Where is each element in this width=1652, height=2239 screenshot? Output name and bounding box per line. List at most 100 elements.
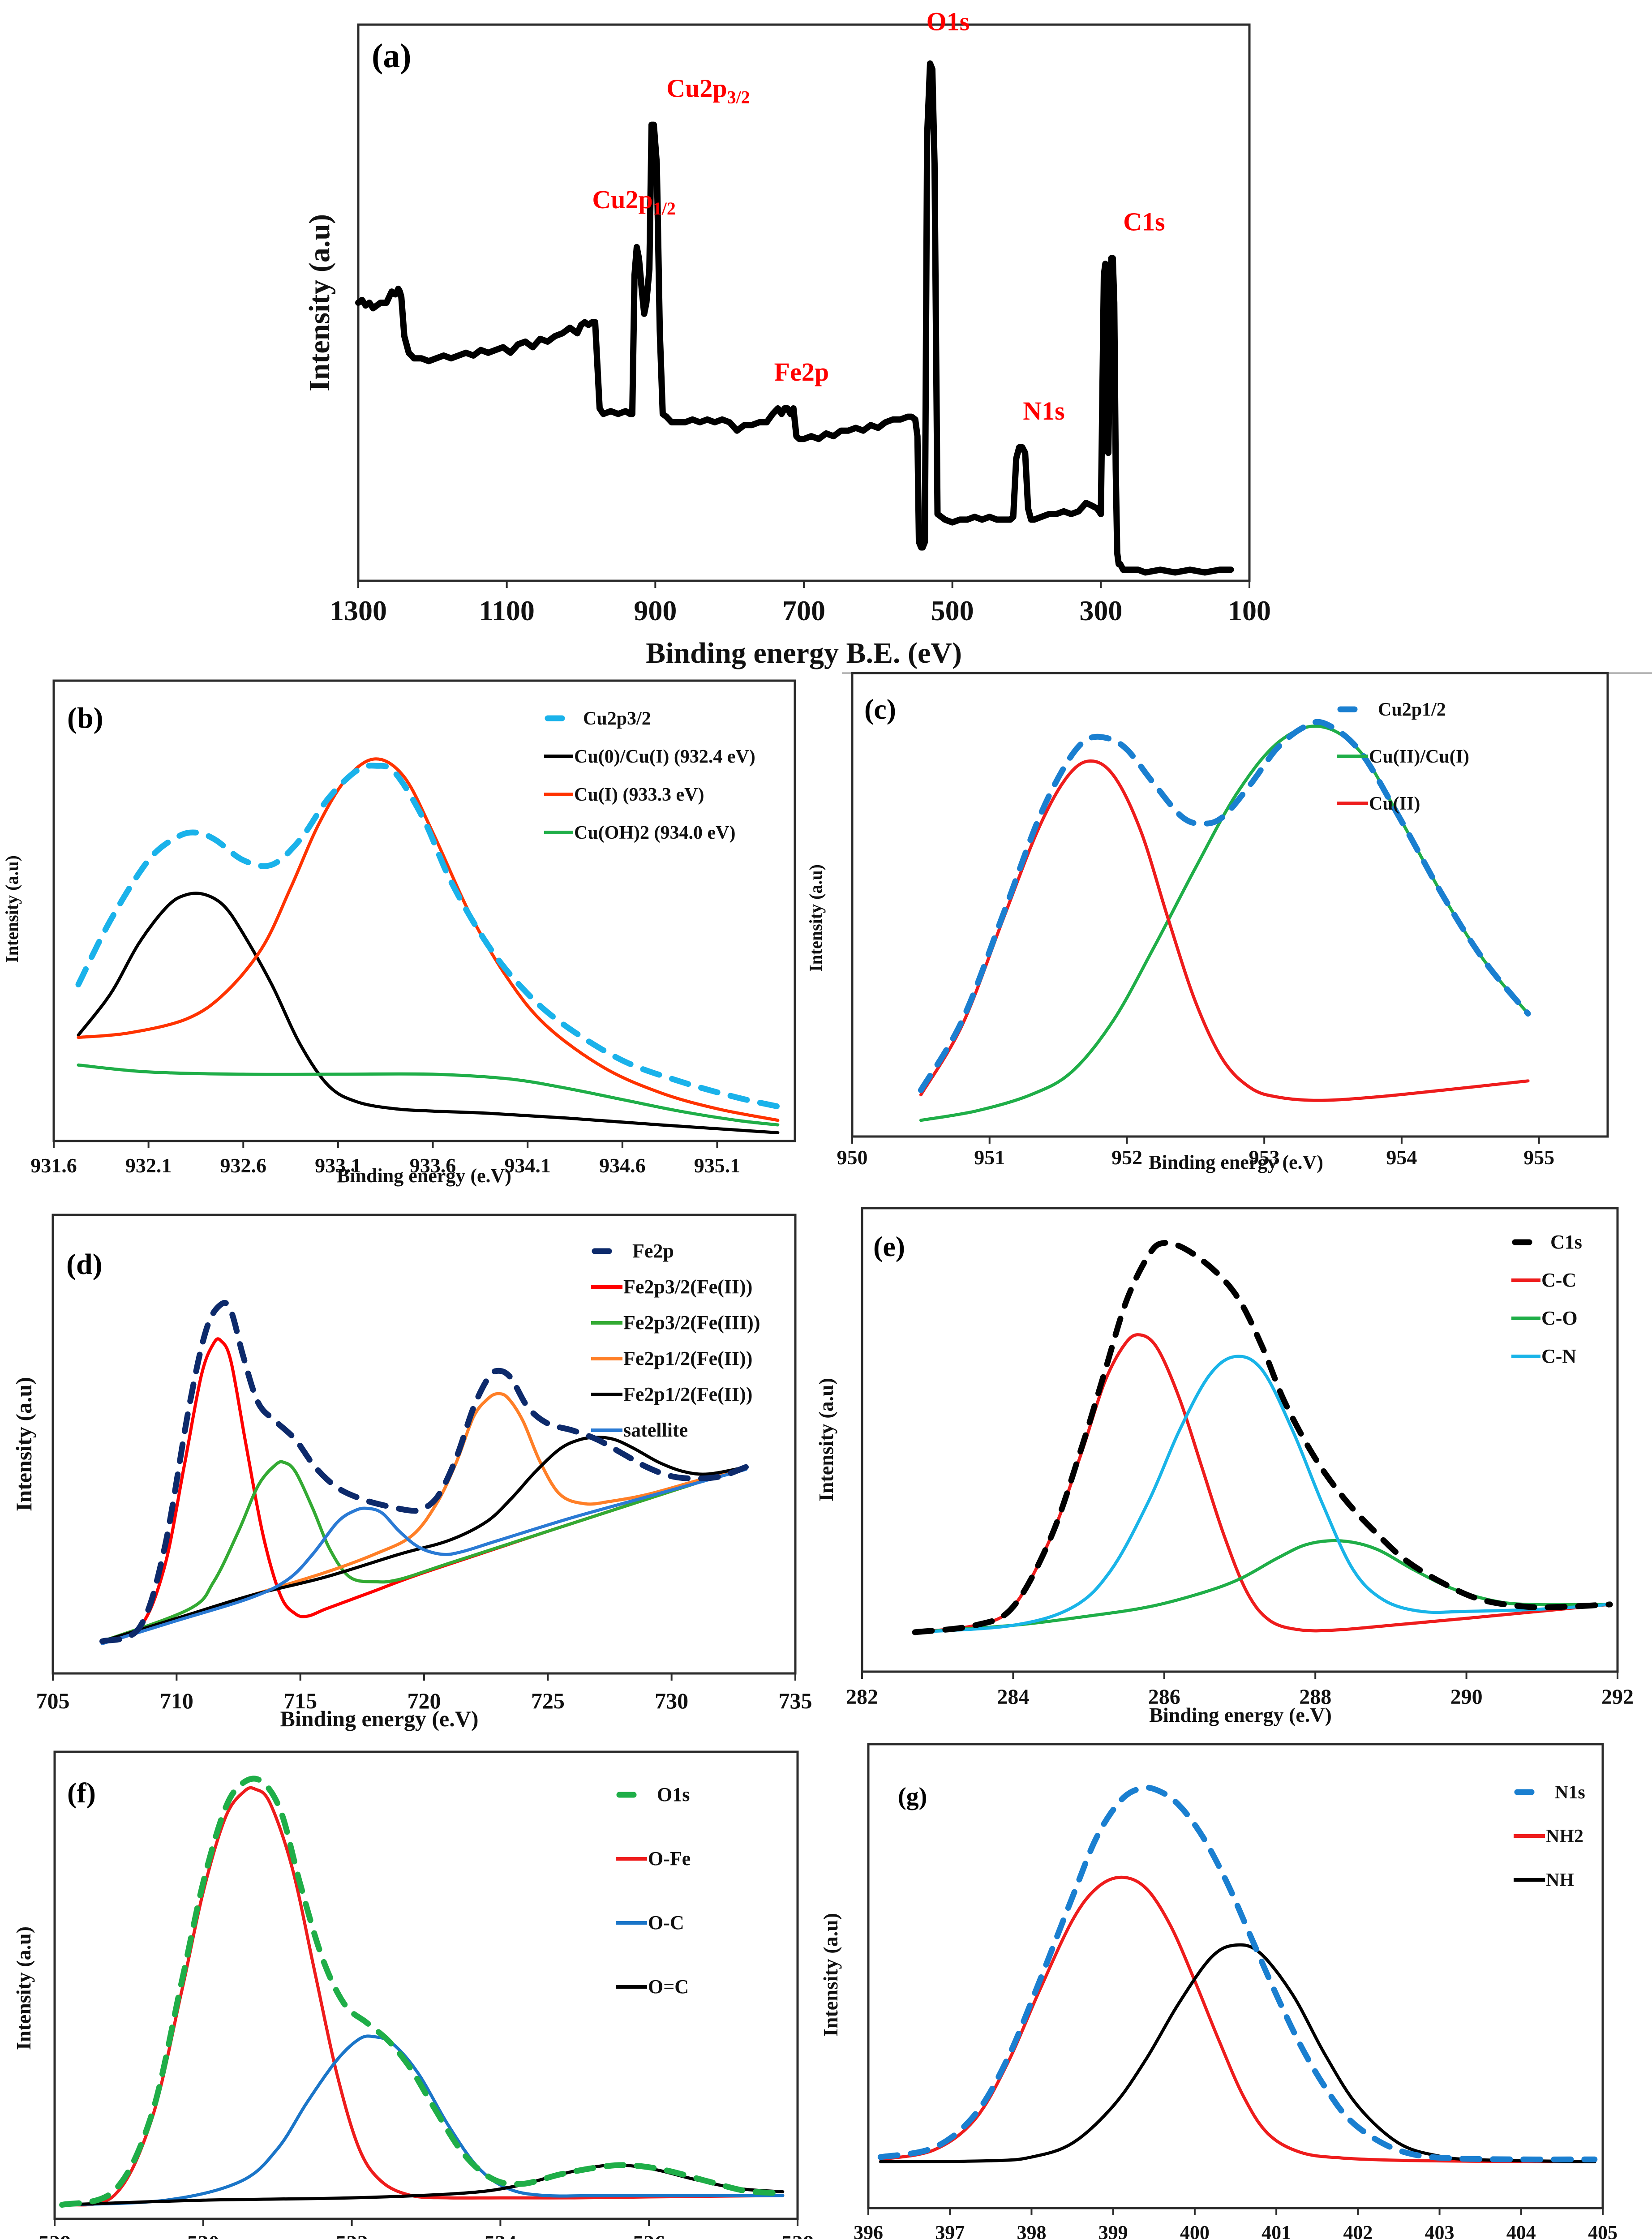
series-line-cu-0-cu-i-932-4-ev (77, 892, 780, 1134)
legend-label: O-Fe (648, 1848, 691, 1870)
y-axis-label: Intensity (a.u) (11, 1377, 36, 1511)
series-line-fe2p1-2-fe-ii (101, 1392, 747, 1643)
x-tick-label: 401 (1262, 2222, 1291, 2239)
x-tick-label: 397 (935, 2222, 965, 2239)
legend-label: Fe2p3/2(Fe(III)) (623, 1312, 760, 1334)
legend-label: Fe2p (632, 1240, 674, 1262)
legend-label: Fe2p1/2(Fe(II)) (623, 1347, 752, 1369)
panel-label: (g) (898, 1783, 927, 1810)
x-tick-label: 953 (1249, 1146, 1280, 1169)
x-tick-label: 286 (1148, 1685, 1180, 1709)
x-tick-label: 933.6 (410, 1154, 456, 1177)
x-axis-label: Binding energy B.E. (eV) (646, 637, 962, 669)
legend-label: Cu(I) (933.3 eV) (574, 785, 704, 805)
x-tick-label: 284 (997, 1685, 1029, 1709)
plot-frame (52, 679, 796, 1142)
x-tick-label: 403 (1425, 2222, 1455, 2239)
x-tick-label: 954 (1386, 1146, 1417, 1169)
x-tick-label: 288 (1299, 1685, 1331, 1709)
series-line-fe2p3-2-fe-iii (101, 1460, 747, 1643)
peak-annotation: Cu2p1/2 (592, 185, 676, 219)
panel-e-c1s-spectrum: 282 284 286 288 290 292 Binding energy (e.V) In… (815, 1207, 1634, 1726)
x-tick-label: 398 (1017, 2222, 1046, 2239)
peak-annotation-text: N1s (1023, 396, 1064, 425)
peak-annotation: N1s (1023, 396, 1064, 425)
x-tick-label: 300 (1079, 595, 1122, 626)
peak-annotation-text: Fe2p (774, 357, 829, 386)
y-axis-label: Intensity (a.u) (815, 1378, 837, 1501)
peak-annotation-text: C1s (1123, 207, 1165, 236)
series-line-o1s (59, 1776, 786, 2208)
x-tick-label: 1300 (330, 595, 387, 626)
x-tick-label: 404 (1506, 2222, 1536, 2239)
x-tick-label: 402 (1343, 2222, 1373, 2239)
x-tick-label: 932.6 (220, 1154, 267, 1177)
panel-b-cu2p3-2-spectrum: 931.6 932.1 932.6 933.1 933.6 934.1 934.6 935.1… (2, 679, 796, 1187)
x-tick-label: 900 (634, 595, 677, 626)
panel-label: (b) (67, 702, 103, 734)
x-tick-label: 710 (160, 1688, 193, 1713)
peak-annotation-text: Cu2p (592, 185, 652, 214)
legend-label: Cu2p3/2 (583, 708, 651, 729)
x-tick-label: 396 (854, 2222, 883, 2239)
x-tick-label: 952 (1111, 1146, 1142, 1169)
x-axis-label: Binding energy (e.V) (1149, 1703, 1332, 1726)
legend-label: NH (1546, 1870, 1574, 1891)
x-tick-label: 528 (39, 2231, 71, 2239)
series-line-c-o (913, 1539, 1612, 1634)
series-line-cu-oh-2-934-0-ev (77, 1063, 780, 1127)
x-tick-label: 725 (531, 1688, 565, 1713)
x-axis-label: Binding energy (e.V) (337, 1165, 511, 1187)
panel-a-survey-spectrum: 1300 1100 900 700 500 300 100 Binding energy B.… (303, 7, 1271, 669)
x-tick-label: 500 (931, 595, 974, 626)
panel-label: (a) (372, 37, 412, 75)
series-line-nh2 (879, 1875, 1596, 2163)
plot-frame (851, 672, 1609, 1138)
x-tick-label: 282 (846, 1685, 878, 1709)
legend-label: Fe2p3/2(Fe(II)) (623, 1276, 752, 1298)
x-tick-label: 530 (187, 2231, 219, 2239)
legend-label: N1s (1555, 1782, 1585, 1803)
x-tick-label: 735 (779, 1688, 812, 1713)
x-tick-label: 1100 (479, 595, 534, 626)
panel-label: (f) (67, 1777, 96, 1809)
series-line-c1s (912, 1240, 1613, 1635)
x-tick-label: 400 (1180, 2222, 1210, 2239)
x-tick-label: 290 (1450, 1685, 1483, 1709)
x-axis-label: Binding energy (e.V) (1149, 1151, 1323, 1173)
peak-annotation-subscript: 1/2 (653, 198, 676, 219)
x-tick-label: 532 (336, 2231, 368, 2239)
plot-frame (867, 1743, 1604, 2209)
legend-label: C-N (1541, 1345, 1576, 1367)
x-tick-label: 955 (1523, 1146, 1554, 1169)
x-tick-label: 700 (782, 595, 825, 626)
series-line-satellite (101, 1467, 747, 1645)
peak-annotation-subscript: 3/2 (727, 87, 750, 107)
x-tick-label: 730 (655, 1688, 688, 1713)
peak-annotation-text: Cu2p (666, 73, 727, 103)
series-line-c-c (913, 1333, 1612, 1634)
x-tick-label: 720 (408, 1688, 441, 1713)
panel-g-n1s-spectrum: 396397398399400401402403404405Binding en… (819, 1743, 1618, 2239)
x-tick-label: 292 (1601, 1685, 1634, 1709)
series-line-cu-ii-cu-i (919, 725, 1530, 1122)
series-line-nh (879, 1943, 1596, 2163)
legend-label: C1s (1550, 1231, 1582, 1253)
x-tick-label: 950 (837, 1146, 868, 1169)
legend-label: O=C (648, 1976, 689, 1998)
peak-annotation: Cu2p3/2 (666, 73, 750, 107)
series-line-cu-i-933-3-ev (77, 757, 780, 1122)
x-tick-label: 951 (974, 1146, 1005, 1169)
legend-label: O1s (657, 1784, 690, 1806)
legend-label: Cu(II)/Cu(I) (1369, 746, 1469, 767)
legend-label: Cu(0)/Cu(I) (932.4 eV) (574, 746, 755, 767)
x-tick-label: 935.1 (694, 1154, 741, 1177)
x-tick-label: 100 (1228, 595, 1271, 626)
x-tick-label: 405 (1588, 2222, 1618, 2239)
panel-d-fe2p-spectrum: 705 710 715 720 725 730 735 Binding energy (e.V… (11, 1214, 812, 1731)
legend-label: C-C (1541, 1269, 1576, 1291)
x-tick-label: 931.6 (30, 1154, 77, 1177)
legend-label: C-O (1541, 1307, 1578, 1329)
panel-label: (d) (66, 1248, 103, 1281)
